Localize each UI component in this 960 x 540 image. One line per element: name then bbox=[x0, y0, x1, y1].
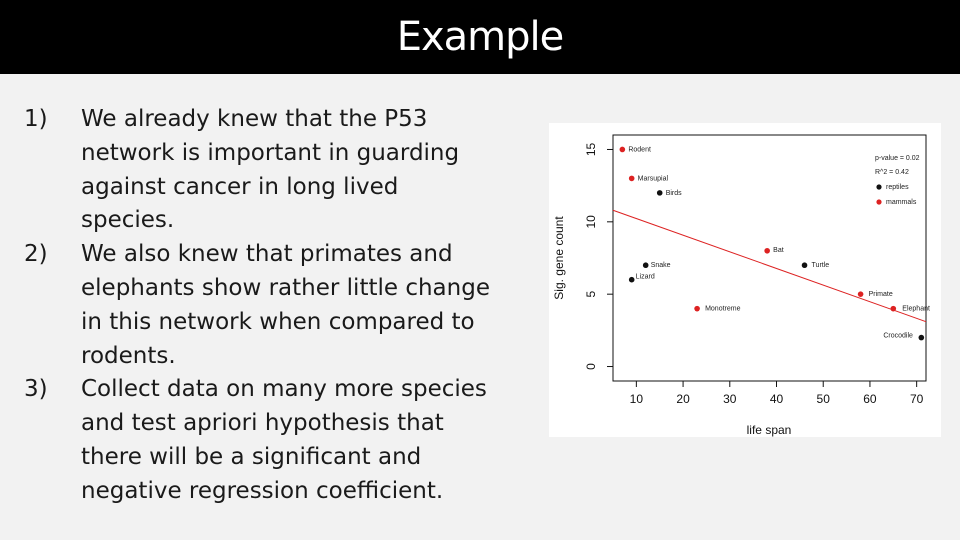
list-text: We also knew that primates and elephants… bbox=[81, 241, 490, 369]
data-point bbox=[628, 175, 635, 182]
list-text: We already knew that the P53 network is … bbox=[81, 106, 460, 234]
legend-label-mammals: mammals bbox=[886, 199, 917, 206]
point-label: Birds bbox=[666, 190, 682, 197]
y-axis-label: Sig. gene count bbox=[552, 216, 566, 300]
point-label: Turtle bbox=[812, 262, 830, 269]
x-tick-label: 20 bbox=[676, 392, 690, 406]
scatter-plot: 10 20 30 40 50 60 70 0 5 10 15 Birds Snake Lizard Tur… bbox=[549, 123, 941, 437]
point-label: Rodent bbox=[628, 146, 651, 153]
point-label: Primate bbox=[869, 291, 893, 298]
point-label: Elephant bbox=[902, 306, 930, 313]
x-tick-label: 70 bbox=[910, 392, 924, 406]
list-number: 3) bbox=[24, 376, 48, 403]
point-label: Bat bbox=[773, 247, 784, 254]
x-axis-label: life span bbox=[747, 423, 792, 437]
data-point bbox=[642, 262, 649, 269]
point-label: Marsupial bbox=[638, 175, 669, 182]
y-tick-label: 10 bbox=[584, 215, 598, 229]
list-item: 2) We also knew that primates and elepha… bbox=[24, 238, 524, 373]
x-tick-label: 60 bbox=[863, 392, 877, 406]
data-point bbox=[628, 276, 635, 283]
data-point bbox=[857, 291, 864, 297]
legend-marker-reptiles bbox=[876, 184, 882, 190]
list-item: 1) We already knew that the P53 network … bbox=[24, 103, 524, 238]
legend-marker-mammals bbox=[876, 199, 882, 205]
x-tick-label: 50 bbox=[817, 392, 831, 406]
plot-frame bbox=[612, 134, 927, 382]
title-bar bbox=[0, 0, 960, 74]
y-tick-label: 15 bbox=[584, 142, 598, 156]
y-tick-label: 5 bbox=[584, 291, 598, 298]
list-number: 1) bbox=[24, 106, 48, 132]
list-item: 3) Collect data on many more species and… bbox=[24, 373, 524, 508]
data-point bbox=[918, 334, 925, 341]
point-label: Snake bbox=[651, 262, 671, 269]
legend: reptiles mammals bbox=[876, 184, 917, 206]
x-tick-label: 10 bbox=[630, 392, 644, 406]
data-point bbox=[656, 190, 663, 196]
data-point bbox=[764, 247, 770, 254]
chart-svg: 10 20 30 40 50 60 70 0 5 10 15 Birds Snake Lizard Tur… bbox=[552, 134, 930, 437]
p-value-annotation: p-value = 0.02 bbox=[875, 155, 920, 162]
data-point bbox=[694, 305, 700, 312]
bullet-list: 1) We already knew that the P53 network … bbox=[24, 103, 524, 509]
y-tick-label: 0 bbox=[584, 363, 598, 370]
x-tick-label: 30 bbox=[723, 392, 737, 406]
point-label: Lizard bbox=[636, 274, 655, 281]
list-text: Collect data on many more species and te… bbox=[81, 376, 487, 504]
point-label: Crocodile bbox=[883, 333, 913, 340]
data-point bbox=[801, 262, 808, 269]
legend-label-reptiles: reptiles bbox=[886, 184, 909, 191]
x-tick-label: 40 bbox=[770, 392, 784, 406]
data-point bbox=[890, 305, 897, 312]
point-label: Monotreme bbox=[705, 306, 741, 313]
list-number: 2) bbox=[24, 241, 48, 268]
slide-title: Example bbox=[396, 14, 565, 60]
data-point bbox=[619, 146, 626, 153]
r-squared-annotation: R^2 = 0.42 bbox=[875, 169, 909, 176]
regression-line bbox=[612, 209, 927, 323]
